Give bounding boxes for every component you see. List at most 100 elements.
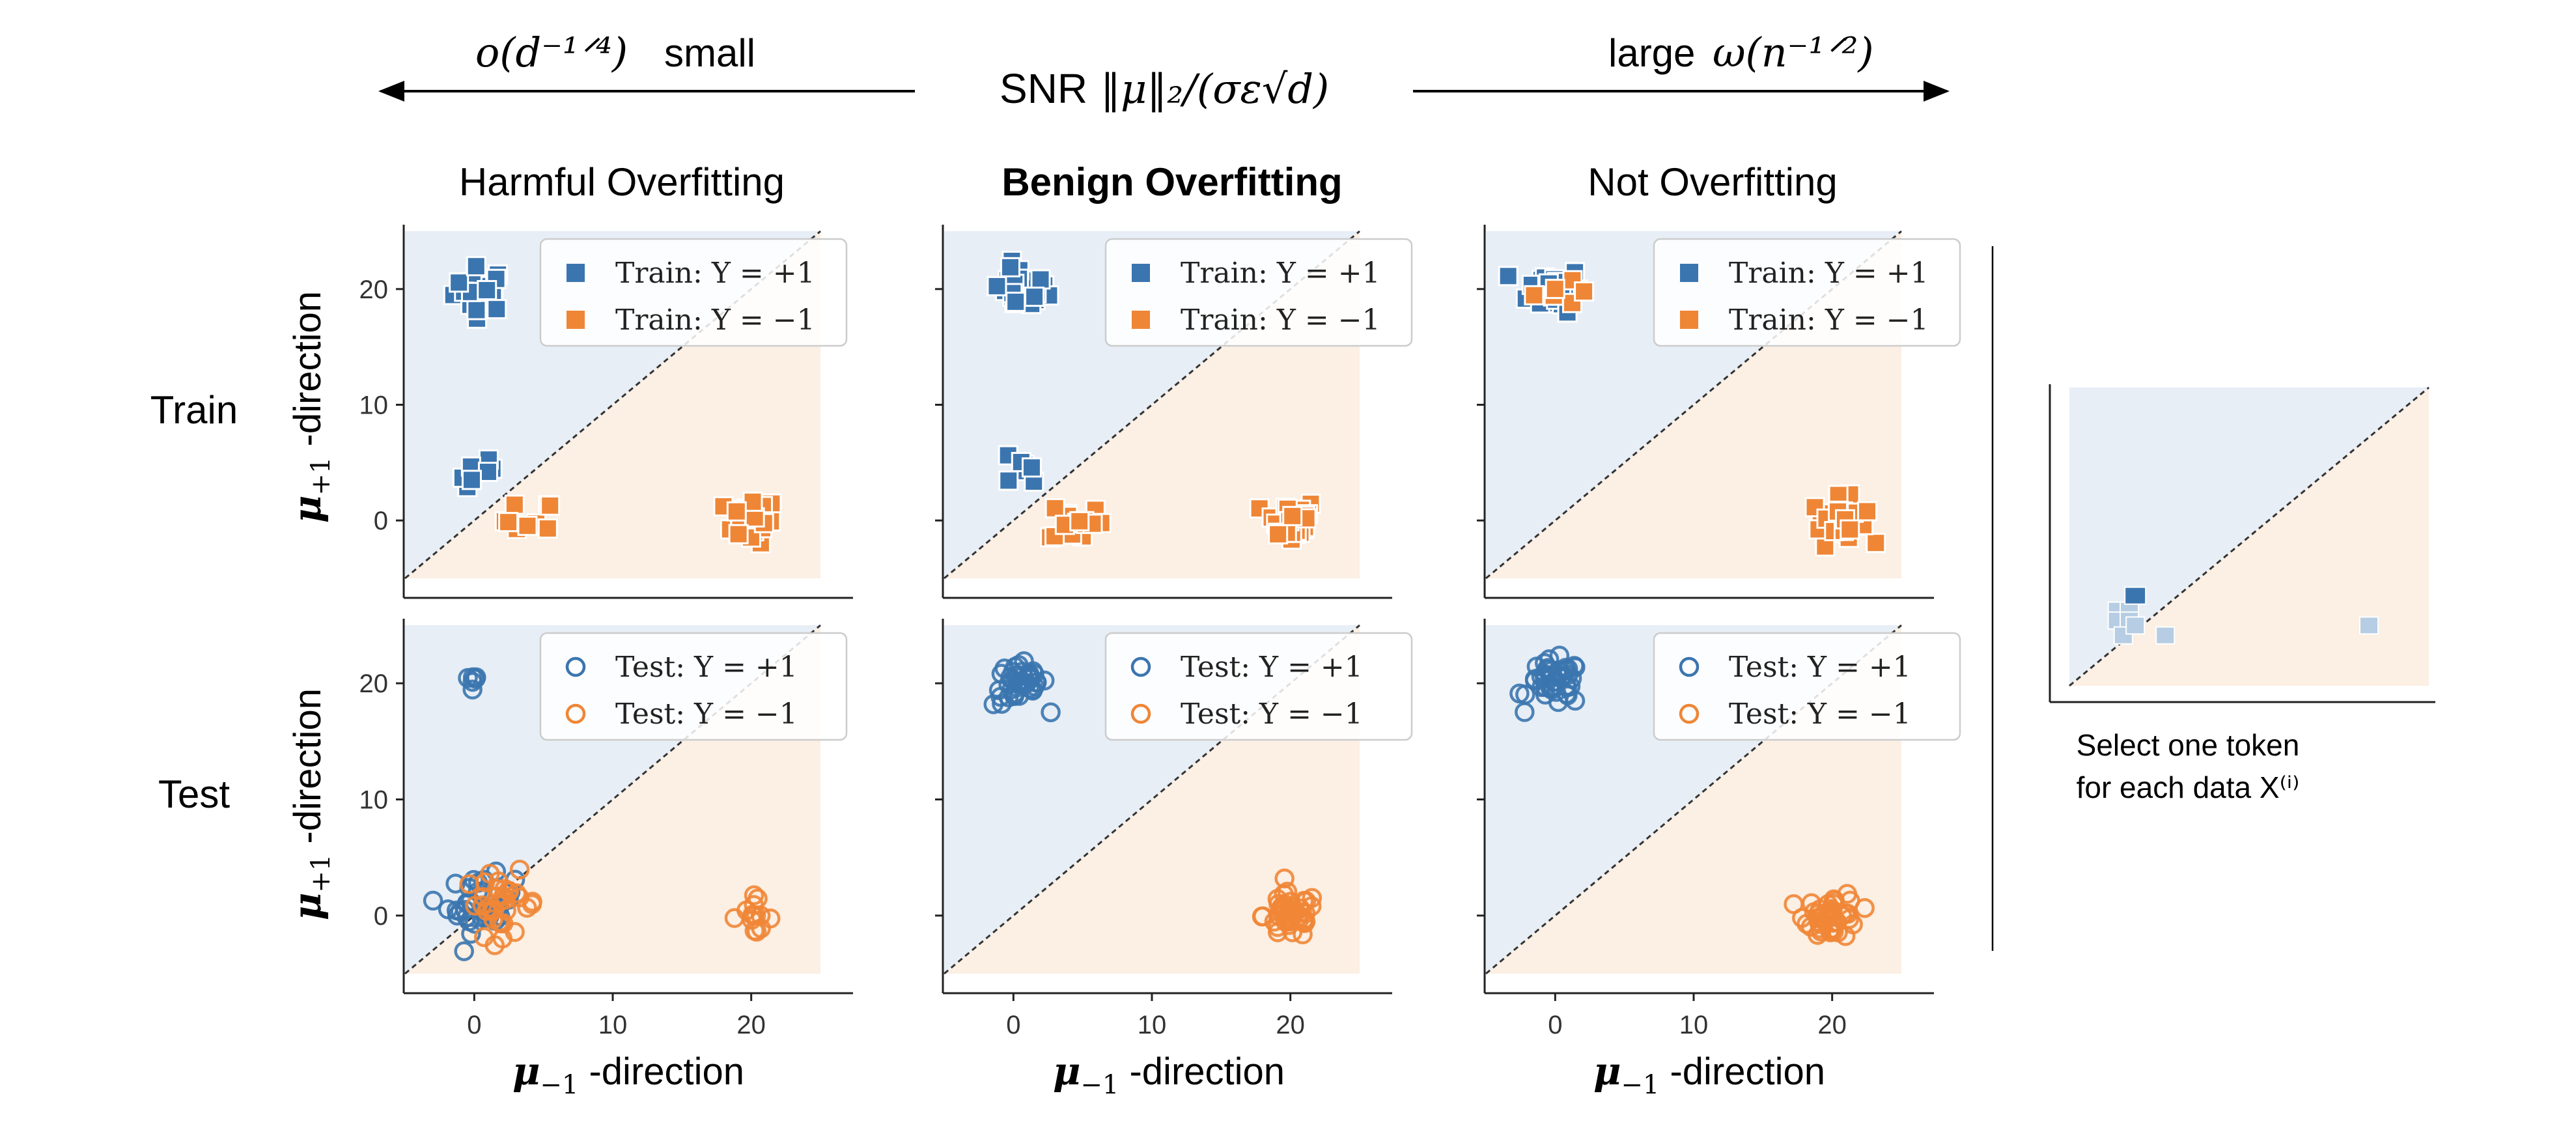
snr-formula: ‖μ‖₂/(σε√d): [1100, 65, 1329, 113]
data-point-circle: [522, 892, 542, 912]
side-caption-line1: Select one token: [2077, 728, 2300, 762]
legend-marker-circle: [1679, 703, 1700, 724]
data-point-circle: [991, 664, 1012, 684]
data-point-square: [517, 515, 538, 536]
y-tick-label: 20: [359, 275, 389, 304]
data-point-circle: [438, 899, 458, 920]
data-point-circle: [1817, 894, 1838, 914]
data-point-square: [1282, 505, 1303, 526]
legend-marker-square: [1132, 264, 1150, 282]
data-point-square: [1866, 533, 1886, 554]
xlabel-benign-symbol: μ: [1053, 1049, 1080, 1093]
data-point-square: [728, 524, 749, 544]
row-label-test: Test: [158, 772, 230, 816]
data-point-circle: [1289, 909, 1309, 930]
data-point-circle: [1797, 914, 1817, 934]
data-point-square: [1005, 291, 1026, 312]
data-point-circle: [1041, 702, 1061, 722]
legend-frame: [1104, 238, 1413, 347]
data-point-square: [1562, 292, 1583, 313]
data-point-square: [1840, 519, 1860, 540]
xlabel-not-symbol: μ: [1593, 1049, 1621, 1093]
legend-frame: [539, 238, 848, 347]
y-tick-label: 10: [359, 786, 389, 815]
ylabel-test-sub: +1: [306, 854, 336, 893]
data-point-circle: [1531, 666, 1552, 687]
data-point-circle: [1820, 920, 1840, 940]
x-tick-label: 0: [1548, 1011, 1562, 1039]
data-point-square: [1021, 457, 1042, 478]
small-snr-word: small: [664, 31, 755, 75]
y-tick-label: 0: [374, 507, 388, 535]
legend-label: Train: Y = +1: [1729, 257, 1929, 290]
data-point-square: [1857, 501, 1878, 522]
legend: Test: Y = +1 Test: Y = −1: [1104, 632, 1413, 741]
xlabel-harmful-text: -direction: [578, 1050, 744, 1093]
data-point-square: [1574, 281, 1595, 302]
legend-label: Test: Y = −1: [1181, 698, 1363, 731]
data-point-square: [504, 494, 525, 515]
legend-label: Train: Y = +1: [615, 257, 815, 290]
ylabel-test-text: -direction: [287, 688, 329, 854]
legend-marker-square: [567, 264, 585, 282]
data-point-circle: [473, 927, 494, 948]
legend: Train: Y = +1 Train: Y = −1: [539, 238, 848, 347]
data-point-circle: [1009, 686, 1029, 706]
data-point-square: [1069, 511, 1090, 531]
data-point-circle: [445, 873, 466, 894]
data-point-circle: [462, 671, 483, 692]
ylabel-train-sub: +1: [306, 457, 336, 496]
data-point-circle: [1823, 889, 1844, 910]
legend: Test: Y = +1 Test: Y = −1: [1653, 632, 1961, 741]
data-point-square: [466, 256, 486, 277]
legend-marker-circle: [1130, 703, 1151, 724]
xlabel-harmful-symbol: μ: [512, 1049, 540, 1093]
data-point-circle: [760, 909, 781, 929]
x-tick-label: 20: [1276, 1011, 1305, 1039]
legend-label: Test: Y = −1: [615, 698, 798, 731]
data-point-square: [1030, 269, 1051, 290]
legend-label: Train: Y = +1: [1181, 257, 1380, 290]
data-point-circle: [1810, 918, 1830, 938]
data-point-square: [1498, 266, 1519, 287]
legend: Test: Y = +1 Test: Y = −1: [539, 632, 848, 741]
inset-faded-token: [2155, 626, 2176, 645]
data-point-square: [498, 512, 519, 533]
legend-label: Test: Y = +1: [1729, 651, 1911, 684]
data-point-square: [540, 495, 561, 516]
inset-faded-token: [2125, 616, 2146, 635]
xlabel-benign-text: -direction: [1119, 1050, 1285, 1093]
xlabel-not-text: -direction: [1659, 1050, 1825, 1093]
data-point-square: [1545, 279, 1565, 300]
xlabel-not-sub: −1: [1621, 1070, 1659, 1100]
x-tick-label: 10: [1138, 1011, 1167, 1039]
panel-harmful-overfitting-train: 0 10 20 Train: Y = +1 Train: Y = −1: [359, 225, 853, 599]
legend-frame: [1653, 238, 1961, 347]
legend-label: Train: Y = −1: [615, 303, 815, 337]
data-point-square: [477, 462, 498, 483]
data-point-circle: [1020, 668, 1041, 689]
legend-label: Train: Y = −1: [1181, 303, 1380, 337]
ylabel-train-text: -direction: [287, 291, 329, 457]
legend-marker-square: [1680, 264, 1698, 282]
x-tick-label: 10: [1679, 1011, 1709, 1039]
data-point-square: [1024, 287, 1045, 307]
y-tick-label: 20: [359, 670, 389, 698]
side-caption-line2: for each data X⁽ⁱ⁾: [2077, 770, 2300, 804]
svg-text:μ+1 -direction: μ+1 -direction: [285, 291, 336, 523]
data-point-square: [486, 299, 507, 320]
data-point-circle: [1541, 679, 1562, 700]
legend: Train: Y = +1 Train: Y = −1: [1653, 238, 1961, 347]
panels: 0 10 20 Train: Y = +1 Train: Y = −1 Train: Y …: [359, 225, 1961, 1039]
data-point-circle: [748, 888, 768, 909]
panel-not-overfitting-train: Train: Y = +1 Train: Y = −1: [1477, 225, 1961, 599]
xlabel-not: μ−1 -direction: [1593, 1049, 1825, 1100]
data-point-square: [1524, 285, 1545, 305]
x-tick-label: 0: [1006, 1011, 1020, 1039]
legend-marker-circle: [1679, 656, 1700, 677]
ylabel-test-symbol: μ: [285, 893, 329, 920]
column-title-not: Not Overfitting: [1588, 160, 1837, 204]
data-point-circle: [505, 922, 525, 942]
legend-marker-square: [567, 311, 585, 329]
legend-marker-square: [1680, 311, 1698, 329]
